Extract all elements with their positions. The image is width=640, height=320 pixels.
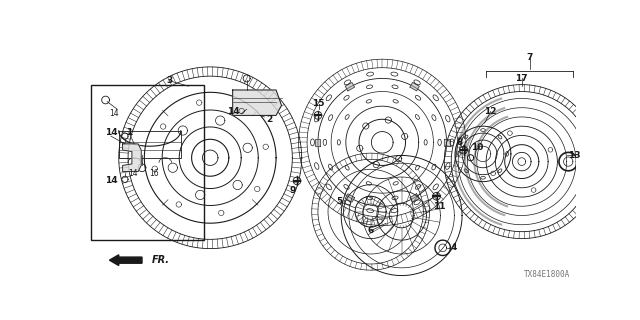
Text: 4: 4 — [451, 243, 457, 252]
Polygon shape — [410, 83, 419, 91]
Text: 15: 15 — [312, 99, 325, 108]
Text: 14: 14 — [105, 128, 117, 137]
Polygon shape — [345, 83, 355, 91]
Text: 9: 9 — [290, 186, 296, 195]
Polygon shape — [123, 144, 141, 172]
Text: TX84E1800A: TX84E1800A — [524, 270, 570, 279]
Text: 2: 2 — [266, 115, 272, 124]
FancyArrow shape — [109, 255, 142, 266]
Text: 8: 8 — [456, 138, 463, 147]
Text: 6: 6 — [367, 227, 374, 236]
Text: 7: 7 — [526, 53, 532, 62]
Text: 12: 12 — [484, 107, 497, 116]
Text: 13: 13 — [568, 151, 580, 160]
Text: 14: 14 — [227, 107, 240, 116]
Text: 14: 14 — [109, 109, 119, 118]
Polygon shape — [233, 90, 282, 116]
Text: 10: 10 — [470, 143, 483, 152]
Bar — [91, 84, 204, 240]
Polygon shape — [315, 139, 320, 146]
Text: 3: 3 — [166, 76, 172, 85]
Text: 14: 14 — [105, 176, 117, 185]
Text: 16: 16 — [149, 169, 159, 178]
Polygon shape — [345, 194, 355, 202]
Text: 5: 5 — [337, 197, 343, 206]
Polygon shape — [410, 194, 419, 202]
Text: 11: 11 — [433, 202, 446, 211]
Text: 14: 14 — [128, 169, 138, 178]
Text: FR.: FR. — [151, 255, 170, 265]
Text: 1: 1 — [125, 128, 132, 137]
Text: 17: 17 — [515, 74, 528, 83]
Polygon shape — [444, 139, 450, 146]
